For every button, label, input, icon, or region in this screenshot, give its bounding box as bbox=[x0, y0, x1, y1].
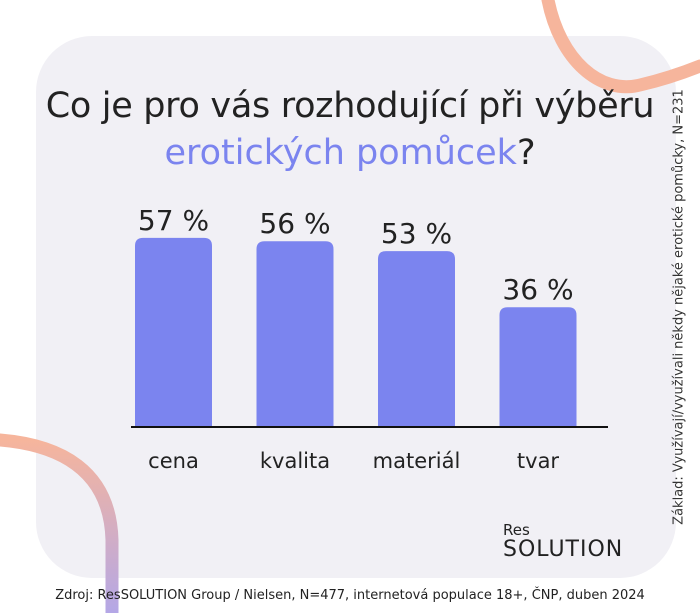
logo-small-text: Res bbox=[503, 521, 530, 539]
value-label-kvalita: 56 % bbox=[259, 207, 330, 240]
value-label-tvar: 36 % bbox=[502, 273, 573, 306]
logo-big-text: SOLUTION bbox=[503, 537, 624, 562]
category-label-tvar: tvar bbox=[517, 449, 560, 473]
category-label-cena: cena bbox=[148, 449, 199, 473]
base-note: Základ: Využívají/využívali někdy nějaké… bbox=[671, 89, 687, 525]
chart-title-line-2: erotických pomůcek? bbox=[0, 133, 700, 173]
value-label-cena: 57 % bbox=[138, 204, 209, 237]
chart-title-end: ? bbox=[516, 133, 536, 173]
bar-tvar bbox=[499, 307, 577, 426]
bars-group bbox=[135, 237, 577, 426]
bar-cena bbox=[135, 237, 212, 426]
ressolution-logo: Res SOLUTION bbox=[503, 522, 623, 562]
chart-title-accent: erotických pomůcek bbox=[164, 133, 517, 173]
bar-materiál bbox=[378, 251, 455, 426]
labels-group: 57 % cena 56 % kvalita 53 % materiál 36 % tvar bbox=[138, 204, 574, 473]
category-label-materiál: materiál bbox=[373, 449, 461, 473]
chart-title-line-1: Co je pro vás rozhodující při výběru bbox=[45, 86, 655, 126]
value-label-materiál: 53 % bbox=[381, 217, 452, 250]
source-footer: Zdroj: ResSOLUTION Group / Nielsen, N=47… bbox=[55, 588, 645, 603]
bar-kvalita bbox=[256, 241, 334, 426]
category-label-kvalita: kvalita bbox=[260, 449, 330, 473]
